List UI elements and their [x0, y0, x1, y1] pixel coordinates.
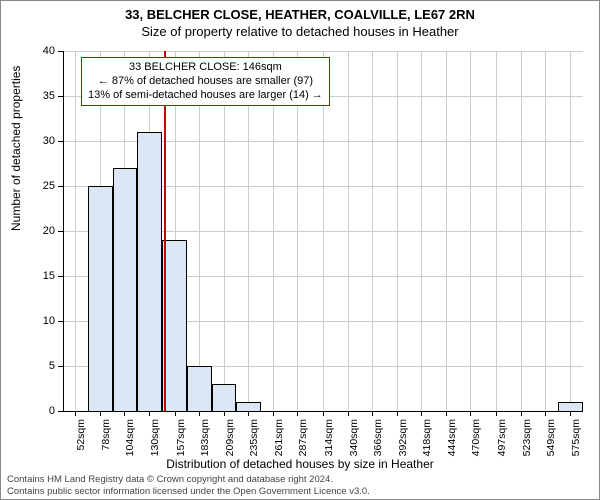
grid-line-v — [372, 51, 373, 411]
attribution-line2: Contains public sector information licen… — [7, 486, 370, 497]
histogram-bar — [113, 168, 138, 411]
annotation-box: 33 BELCHER CLOSE: 146sqm← 87% of detache… — [81, 57, 330, 106]
ytick-label: 25 — [25, 180, 55, 192]
grid-line-v — [545, 51, 546, 411]
grid-line-v — [521, 51, 522, 411]
ytick-label: 15 — [25, 270, 55, 282]
chart-title-main: 33, BELCHER CLOSE, HEATHER, COALVILLE, L… — [1, 7, 599, 22]
chart-title-sub: Size of property relative to detached ho… — [1, 24, 599, 39]
histogram-bar — [212, 384, 237, 411]
grid-line-v — [446, 51, 447, 411]
histogram-bar — [187, 366, 212, 411]
grid-line-v — [570, 51, 571, 411]
chart-container: 33, BELCHER CLOSE, HEATHER, COALVILLE, L… — [0, 0, 600, 500]
histogram-bar — [558, 402, 583, 411]
histogram-bar — [236, 402, 261, 411]
attribution-line1: Contains HM Land Registry data © Crown c… — [7, 474, 370, 485]
ytick-label: 40 — [25, 45, 55, 57]
grid-line-v — [348, 51, 349, 411]
histogram-bar — [137, 132, 162, 411]
y-axis-label: Number of detached properties — [9, 66, 23, 231]
histogram-bar — [88, 186, 113, 411]
grid-line-v — [75, 51, 76, 411]
ytick-label: 0 — [25, 405, 55, 417]
ytick-label: 30 — [25, 135, 55, 147]
annotation-line2: ← 87% of detached houses are smaller (97… — [88, 75, 323, 89]
grid-line-v — [397, 51, 398, 411]
grid-line-v — [421, 51, 422, 411]
y-axis-line — [63, 51, 64, 411]
x-axis-line — [63, 411, 583, 412]
attribution-text: Contains HM Land Registry data © Crown c… — [7, 474, 370, 497]
grid-line-v — [496, 51, 497, 411]
annotation-line1: 33 BELCHER CLOSE: 146sqm — [88, 61, 323, 75]
grid-line-v — [470, 51, 471, 411]
ytick-label: 5 — [25, 360, 55, 372]
annotation-line3: 13% of semi-detached houses are larger (… — [88, 89, 323, 103]
ytick-label: 20 — [25, 225, 55, 237]
x-axis-label: Distribution of detached houses by size … — [1, 457, 599, 471]
ytick-label: 10 — [25, 315, 55, 327]
ytick-label: 35 — [25, 90, 55, 102]
